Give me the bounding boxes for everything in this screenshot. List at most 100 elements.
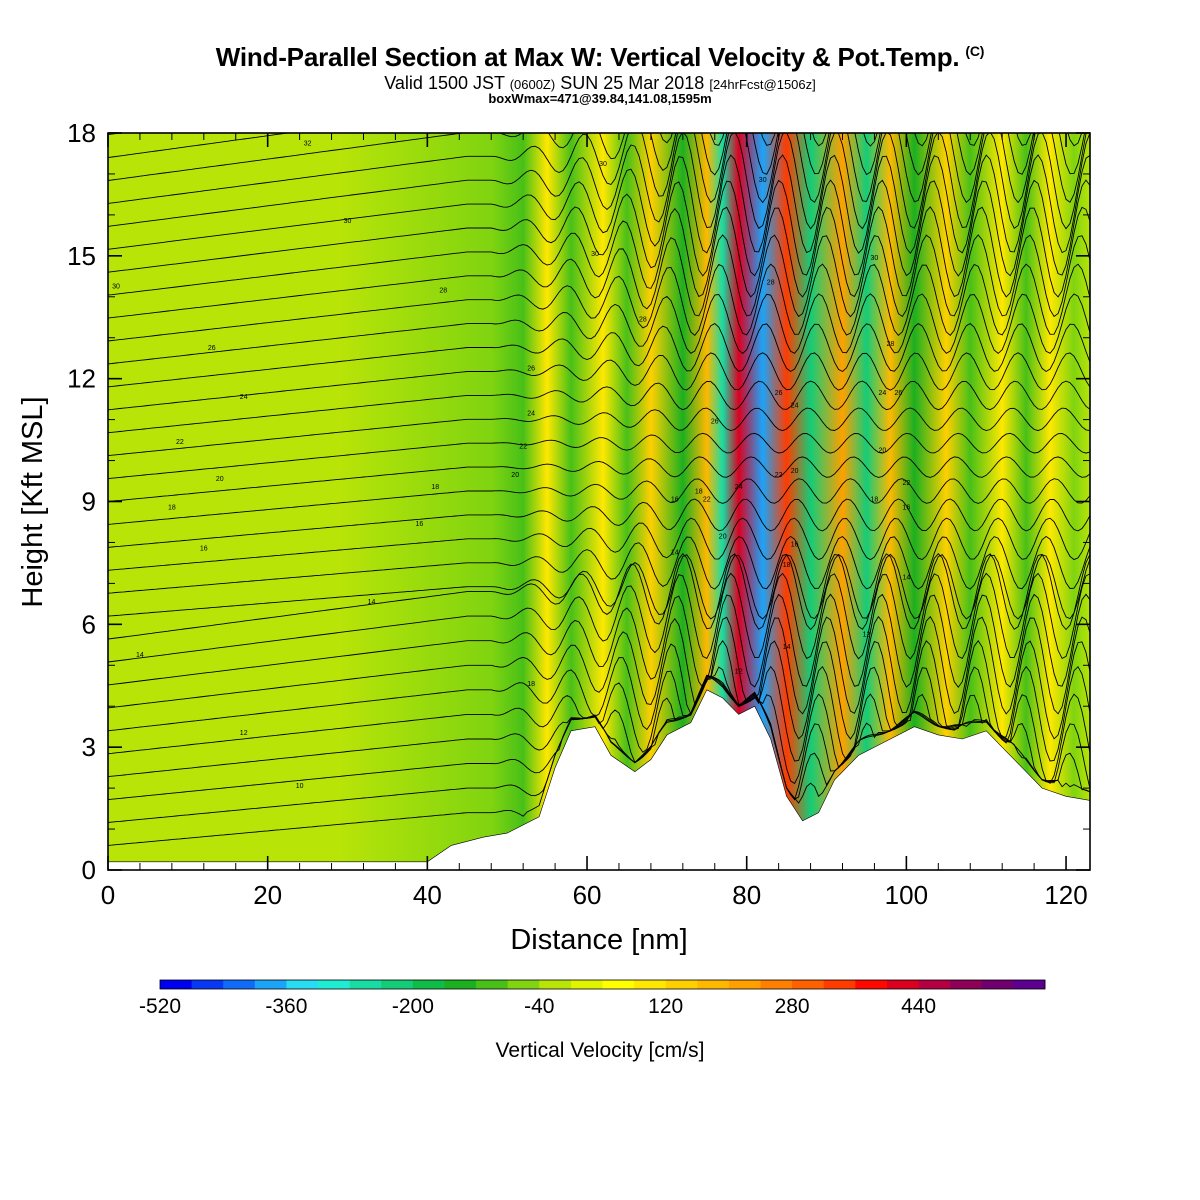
contour-label: 28 [887, 341, 895, 348]
contour-label: 12 [863, 632, 871, 639]
colorbar-swatch [381, 980, 414, 989]
contour-label: 24 [527, 411, 535, 418]
theta-contour [108, 133, 1087, 204]
theta-contour [108, 133, 1083, 159]
theta-contour [108, 517, 1090, 571]
theta-contour [108, 179, 1090, 277]
theta-contour [108, 478, 1090, 525]
chart-title: Wind-Parallel Section at Max W: Vertical… [0, 42, 1200, 73]
contour-label: 30 [344, 218, 352, 225]
theta-contour [108, 535, 1090, 594]
contour-label: 30 [871, 255, 879, 262]
colorbar-swatch [570, 980, 603, 989]
colorbar-swatch [697, 980, 730, 989]
contour-label: 30 [112, 284, 120, 291]
colorbar-swatch [886, 980, 919, 989]
colorbar-swatch [286, 980, 319, 989]
theta-contour [108, 293, 1090, 365]
colorbar-swatch [318, 980, 351, 989]
colorbar-swatch [792, 980, 825, 989]
contour-label: 12 [240, 730, 248, 737]
contour-label: 16 [903, 505, 911, 512]
colorbar-swatch [160, 980, 193, 989]
contour-label: 26 [775, 390, 783, 397]
contour-label: 24 [240, 394, 248, 401]
y-axis-label: Height [Kft MSL] [17, 396, 49, 607]
colorbar-swatch [412, 980, 445, 989]
contour-label: 24 [735, 484, 743, 491]
title-text: Wind-Parallel Section at Max W: Vertical… [215, 42, 960, 72]
contour-label: 16 [416, 521, 424, 528]
contour-label: 18 [783, 562, 791, 569]
x-tick-label: 40 [413, 880, 442, 910]
colorbar-tick-label: 440 [901, 995, 936, 1018]
colorbar-swatch [254, 980, 287, 989]
contour-label: 30 [599, 161, 607, 168]
theta-contour [108, 498, 1090, 548]
colorbar-swatch [602, 980, 635, 989]
contour-label: 20 [719, 533, 727, 540]
contour-label: 20 [791, 468, 799, 475]
contour-label: 14 [368, 599, 376, 606]
theta-contour [108, 133, 1090, 230]
contour-label: 24 [791, 402, 799, 409]
box-wmax-info: boxWmax=471@39.84,141.08,1595m [488, 91, 712, 106]
colorbar-swatch [981, 980, 1014, 989]
colorbar-tick-label: -520 [139, 995, 181, 1018]
theta-contour [108, 665, 1090, 762]
y-tick-label: 6 [82, 609, 96, 639]
colorbar-swatch [823, 980, 856, 989]
contour-label: 14 [903, 574, 911, 581]
title-tag: (C) [965, 43, 985, 60]
colorbar-tick-label: 280 [775, 995, 810, 1018]
colorbar-swatch [918, 980, 951, 989]
x-tick-label: 120 [1044, 880, 1087, 910]
x-tick-label: 80 [732, 880, 761, 910]
colorbar-swatch [760, 980, 793, 989]
colorbar-swatch [191, 980, 224, 989]
x-axis-label: Distance [nm] [510, 924, 687, 956]
contour-label: 26 [895, 390, 903, 397]
contour-label: 18 [871, 497, 879, 504]
colorbar-swatch [476, 980, 509, 989]
contour-label: 30 [591, 251, 599, 258]
contour-label: 16 [200, 546, 208, 553]
theta-contour [108, 593, 1090, 688]
valid-date: SUN 25 Mar 2018 [560, 73, 705, 93]
theta-contour [108, 407, 1090, 457]
theta-contour [108, 263, 1090, 342]
contour-label: 22 [775, 472, 783, 479]
contour-label: 14 [783, 644, 791, 651]
colorbar-swatch [1013, 980, 1046, 989]
contour-label: 20 [511, 472, 519, 479]
theta-contour [108, 380, 1090, 434]
theta-contour [108, 572, 1090, 663]
theta-contour [108, 234, 1090, 319]
contour-label: 22 [519, 443, 527, 450]
theta-contour [108, 133, 1086, 181]
x-tick-label: 20 [253, 880, 282, 910]
contour-label: 24 [879, 390, 887, 397]
colorbar-swatch [665, 980, 698, 989]
theta-contour [108, 553, 1090, 620]
theta-contour [108, 615, 1090, 715]
valid-utc: (0600Z) [509, 77, 556, 92]
theta-contour [108, 323, 1090, 388]
y-tick-label: 3 [82, 732, 96, 762]
contour-label: 22 [703, 497, 711, 504]
x-tick-label: 0 [101, 880, 115, 910]
contour-labels: 32 30 30 28 26 24 22 20 18 18 16 16 14 14 12 10 18 26 24 22… [112, 140, 910, 790]
x-axis: 0 20 40 60 80 100 120 [101, 133, 1088, 910]
colorbar-swatch [349, 980, 382, 989]
chart-subtitle: Valid 1500 JST (0600Z) SUN 25 Mar 2018 [… [0, 74, 1200, 94]
contour-label: 18 [431, 484, 439, 491]
potential-temperature-contours [108, 133, 1090, 846]
theta-contour [108, 206, 1090, 298]
theta-contour [108, 154, 1090, 254]
colorbar-tick-label: -360 [265, 995, 307, 1018]
theta-contour [108, 432, 1090, 480]
contour-label: 18 [168, 505, 176, 512]
x-tick-label: 60 [573, 880, 602, 910]
y-tick-label: 0 [82, 855, 96, 885]
